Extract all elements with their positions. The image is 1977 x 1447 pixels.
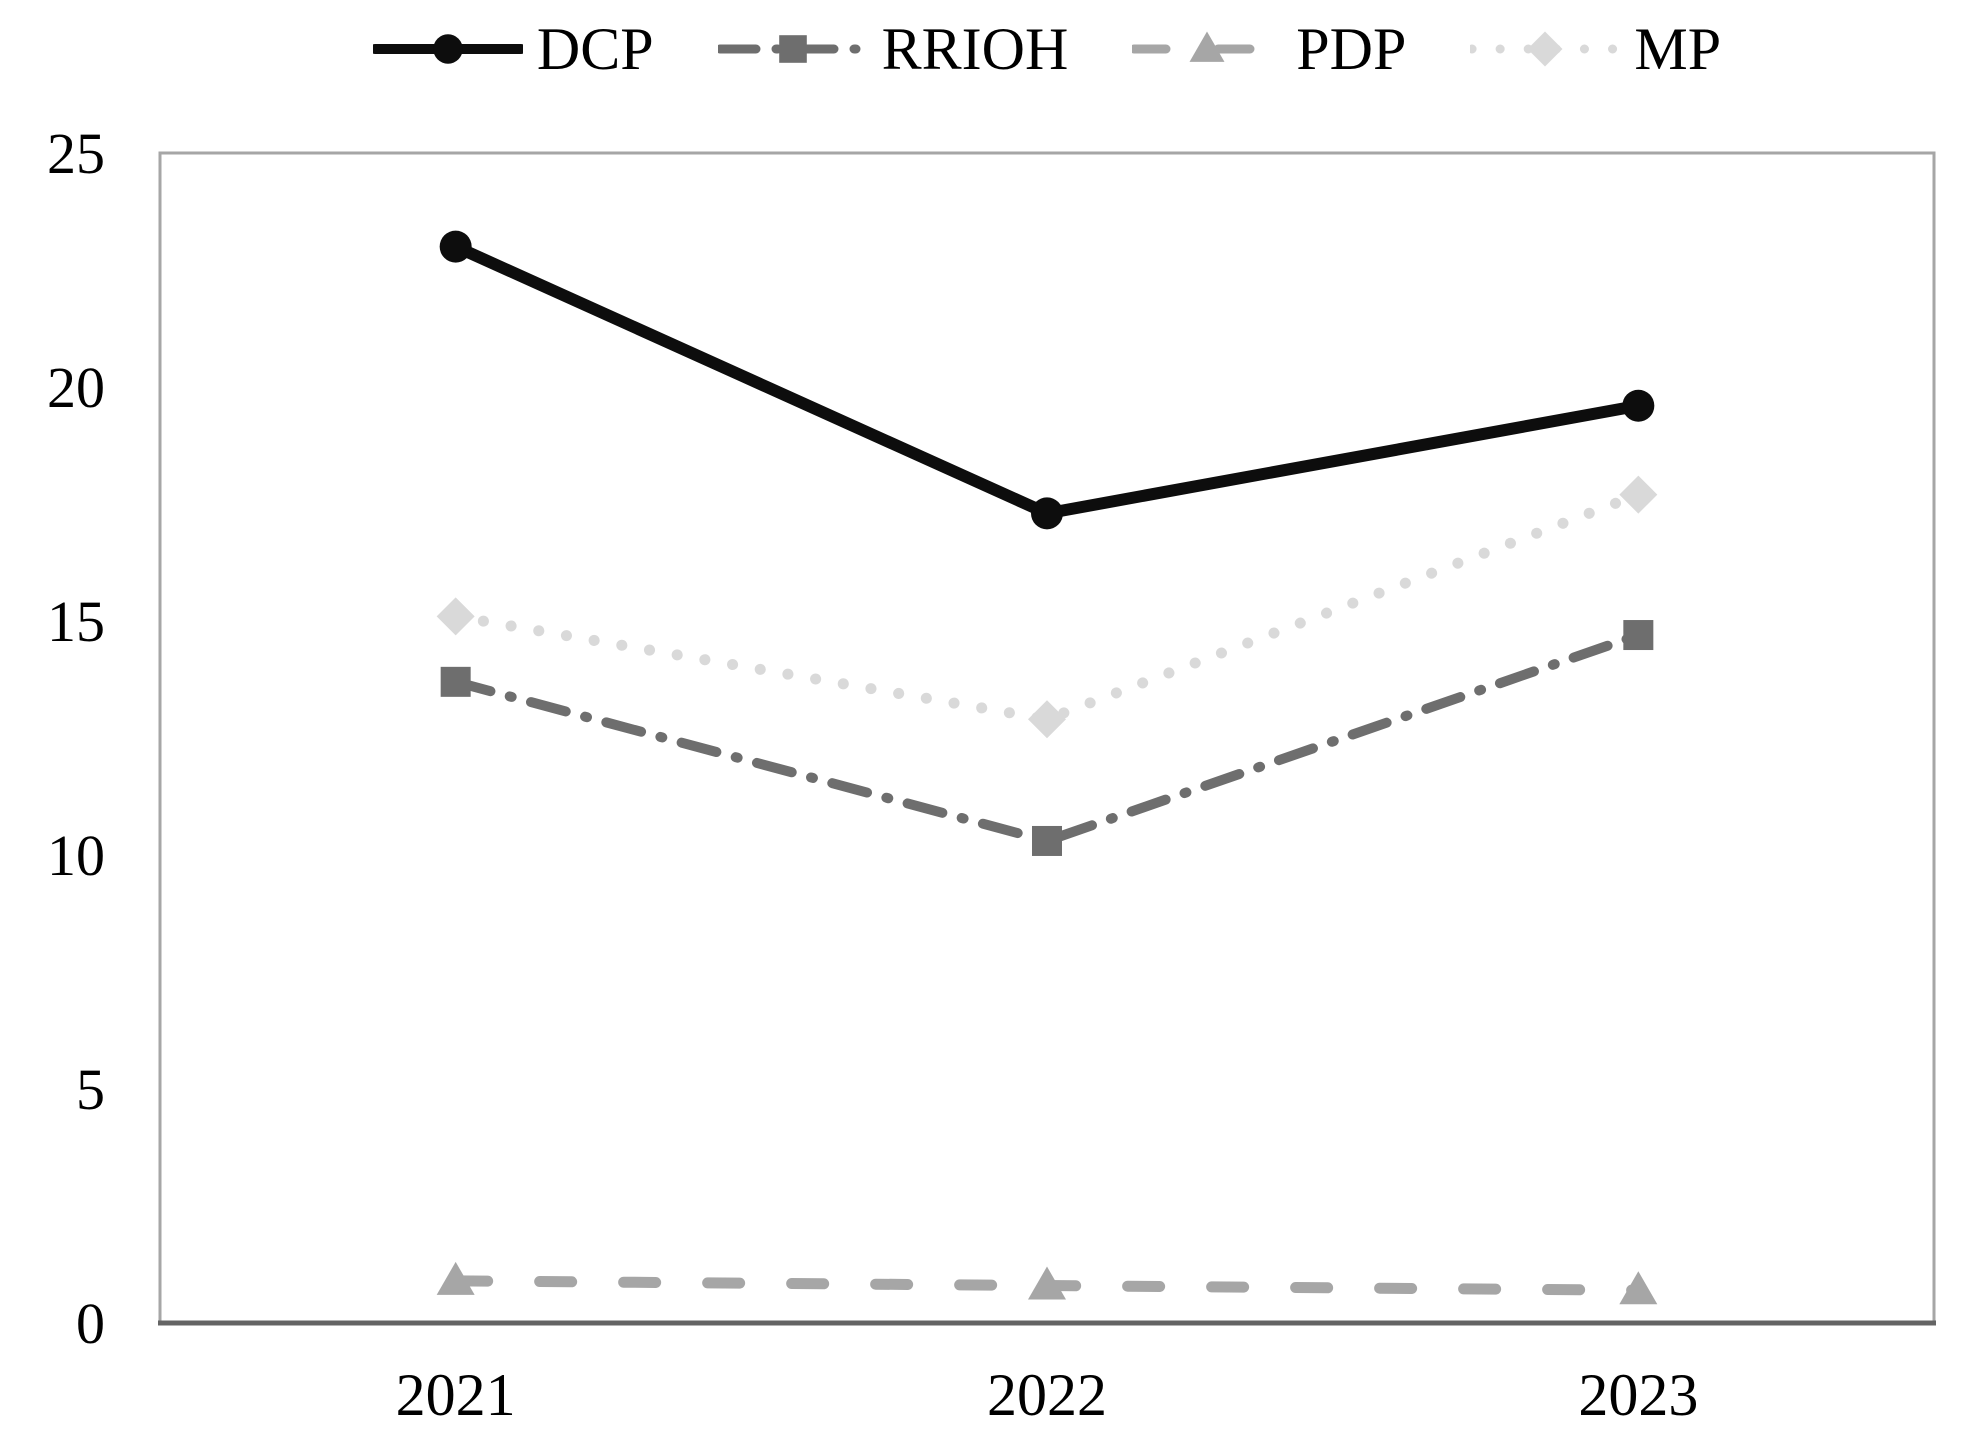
data-point-marker: [1622, 389, 1655, 422]
legend-pdp-line-icon: [1132, 31, 1283, 62]
data-point-marker: [433, 34, 463, 64]
y-axis: 0 5 10 15 20 25: [47, 121, 105, 1356]
series-dcp: [439, 230, 1655, 530]
chart-legend: DCP RRIOH PDP MP: [160, 6, 1934, 92]
x-axis: 2021 2022 2023: [396, 1362, 1699, 1428]
y-tick-label: 5: [76, 1057, 105, 1122]
y-tick-label: 20: [47, 355, 105, 420]
legend-label-rrioh: RRIOH: [881, 16, 1069, 82]
legend-label-pdp: PDP: [1296, 16, 1407, 82]
legend-rrioh-line-icon: [717, 35, 868, 63]
series-line-rrioh: [450, 630, 1644, 846]
data-point-marker: [1623, 620, 1654, 651]
legend-item-mp: MP: [1470, 19, 1721, 79]
x-tick-label: 2022: [987, 1362, 1107, 1428]
data-point-marker: [1189, 31, 1225, 62]
data-point-marker: [1032, 825, 1062, 856]
legend-item-rrioh: RRIOH: [717, 16, 1069, 82]
data-point-marker: [1619, 475, 1658, 514]
y-tick-label: 25: [47, 121, 105, 186]
legend-item-dcp: DCP: [372, 16, 654, 82]
data-point-marker: [1028, 1266, 1066, 1300]
series-line-mp: [450, 489, 1644, 725]
y-tick-label: 15: [47, 589, 105, 654]
y-tick-label: 10: [47, 823, 105, 888]
legend-label-dcp: DCP: [536, 16, 654, 82]
x-tick-label: 2021: [396, 1362, 516, 1428]
data-point-marker: [1527, 31, 1563, 67]
data-point-marker: [436, 597, 475, 636]
data-point-marker: [1619, 1271, 1658, 1305]
series-rrioh: [440, 620, 1654, 856]
legend-item-pdp: PDP: [1132, 19, 1406, 79]
series-pdp: [436, 1261, 1658, 1305]
data-point-marker: [440, 666, 471, 697]
series-mp: [436, 475, 1658, 739]
data-point-marker: [778, 35, 807, 63]
data-point-marker: [1028, 700, 1066, 739]
x-tick-label: 2023: [1578, 1362, 1698, 1428]
legend-mp-line-icon: [1470, 31, 1621, 67]
legend-dcp-line-icon: [372, 34, 523, 64]
data-point-marker: [436, 1261, 475, 1295]
y-tick-label: 0: [76, 1291, 105, 1356]
legend-label-mp: MP: [1634, 16, 1722, 82]
data-point-marker: [439, 230, 472, 263]
data-point-marker: [1031, 497, 1063, 530]
